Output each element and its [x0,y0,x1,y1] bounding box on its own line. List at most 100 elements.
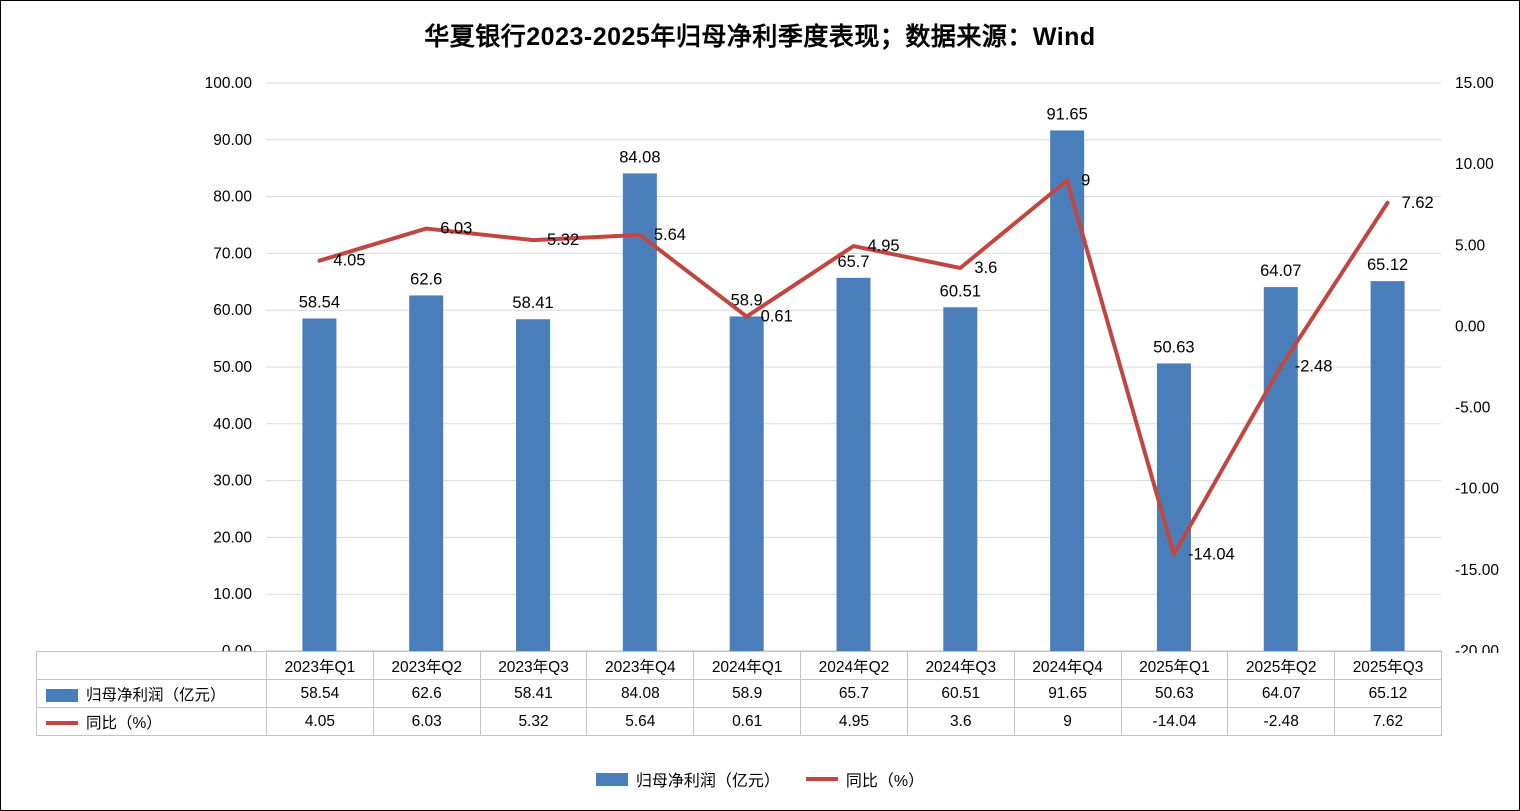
table-value-cell: -14.04 [1120,707,1229,736]
table-value-cell: 50.63 [1120,679,1229,708]
line-value-label: -14.04 [1188,545,1235,563]
table-header-cell: 2023年Q3 [479,651,588,680]
bar-value-label: 64.07 [1260,262,1301,280]
line-value-label: 7.62 [1402,194,1434,212]
table-corner-cell [36,651,267,680]
right-axis-tick-label: 0.00 [1455,318,1486,335]
right-axis-tick-label: 5.00 [1455,237,1486,254]
table-header-cell: 2023年Q2 [372,651,481,680]
table-header-cell: 2025年Q3 [1334,651,1442,680]
table-value-cell: 64.07 [1227,679,1336,708]
table-header-cell: 2025年Q1 [1120,651,1229,680]
table-value-cell: -2.48 [1227,707,1336,736]
table-value-cell: 62.6 [372,679,481,708]
line-value-label: 6.03 [440,220,472,238]
bar-value-label: 58.41 [512,294,553,312]
chart-legend: 归母净利润（亿元） 同比（%） [1,767,1519,791]
line-legend-swatch-icon [805,777,838,781]
table-value-cell: 0.61 [693,707,802,736]
right-axis-tick-label: 10.00 [1455,156,1494,173]
bar-value-label: 62.6 [410,270,442,288]
line-value-label: 5.32 [547,231,579,249]
chart-title: 华夏银行2023-2025年归母净利季度表现；数据来源：Wind [424,23,1096,51]
left-axis-tick-label: 60.00 [213,302,252,319]
line-swatch-icon [46,721,78,726]
line-value-label: 9 [1081,171,1090,189]
bar-net-profit [1050,130,1085,652]
left-axis-tick-label: 10.00 [213,586,252,603]
line-value-label: -2.48 [1295,358,1333,376]
right-axis-tick-label: -20.00 [1455,643,1499,653]
right-axis-tick-label: 15.00 [1455,75,1494,92]
left-axis-tick-label: 0.00 [222,643,253,653]
legend-item-yoy: 同比（%） [805,767,925,791]
bar-value-label: 65.7 [837,253,869,271]
bar-net-profit [409,295,444,651]
bar-net-profit [302,318,337,651]
series-name-label: 同比（%） [86,714,162,732]
table-value-cell: 58.41 [479,679,588,708]
line-value-label: 5.64 [654,226,686,244]
series-name-label: 归母净利润（亿元） [86,686,226,704]
line-value-label: 4.95 [868,237,900,255]
table-series-label-cell: 同比（%） [36,707,267,736]
bar-swatch-icon [46,688,78,702]
left-axis-tick-label: 30.00 [213,473,252,490]
right-axis-tick-label: -5.00 [1455,400,1491,417]
table-series-label-cell: 归母净利润（亿元） [36,679,267,708]
left-axis-tick-label: 90.00 [213,132,252,149]
table-header-cell: 2024年Q1 [693,651,802,680]
bar-net-profit [1370,281,1405,651]
bar-legend-swatch-icon [595,772,628,786]
table-header-cell: 2025年Q2 [1227,651,1336,680]
left-axis-tick-label: 70.00 [213,245,252,262]
table-value-cell: 58.54 [266,679,374,708]
left-axis-tick-label: 80.00 [213,189,252,206]
legend-label-net-profit: 归母净利润（亿元） [635,773,780,790]
bar-net-profit [836,277,871,651]
table-value-cell: 58.9 [693,679,802,708]
bar-value-label: 58.54 [299,293,340,311]
bar-net-profit [1156,363,1191,651]
left-axis-tick-label: 50.00 [213,359,252,376]
legend-item-net-profit: 归母净利润（亿元） [595,767,780,791]
table-value-cell: 65.7 [800,679,908,708]
table-header-cell: 2023年Q4 [586,651,695,680]
bar-value-label: 84.08 [619,148,660,166]
bar-net-profit [516,319,551,651]
table-value-cell: 3.6 [906,707,1015,736]
bar-net-profit [943,307,978,651]
table-value-cell: 65.12 [1334,679,1442,708]
table-value-cell: 5.64 [586,707,695,736]
table-value-cell: 60.51 [906,679,1015,708]
right-axis-tick-label: -15.00 [1455,562,1499,579]
table-value-cell: 4.05 [266,707,374,736]
table-header-cell: 2024年Q3 [906,651,1015,680]
table-value-cell: 4.95 [800,707,908,736]
bar-net-profit [622,173,657,651]
left-axis-tick-label: 40.00 [213,416,252,433]
table-value-cell: 84.08 [586,679,695,708]
left-axis-tick-label: 20.00 [213,529,252,546]
table-header-cell: 2024年Q4 [1013,651,1122,680]
bar-value-label: 65.12 [1367,256,1408,274]
line-value-label: 3.6 [974,259,997,277]
legend-label-yoy: 同比（%） [845,773,925,790]
chart-data-table: 2023年Q1 2023年Q2 2023年Q3 2023年Q4 2024年Q1 2024年… [36,651,1442,736]
left-axis-tick-label: 100.00 [205,75,253,92]
table-value-cell: 91.65 [1013,679,1122,708]
table-value-cell: 6.03 [372,707,481,736]
table-header-cell: 2023年Q1 [266,651,374,680]
yoy-line [317,178,1390,557]
bar-value-label: 58.9 [731,291,763,309]
bar-value-label: 50.63 [1153,338,1194,356]
line-value-label: 4.05 [333,252,365,270]
table-value-cell: 9 [1013,707,1122,736]
right-axis-tick-label: -10.00 [1455,481,1499,498]
bar-net-profit [1263,287,1298,651]
table-value-cell: 5.32 [479,707,588,736]
bar-net-profit [729,316,764,651]
chart-plot-area: 100.0090.0080.0070.0060.0050.0040.0030.0… [205,75,1500,653]
table-value-cell: 7.62 [1334,707,1442,736]
